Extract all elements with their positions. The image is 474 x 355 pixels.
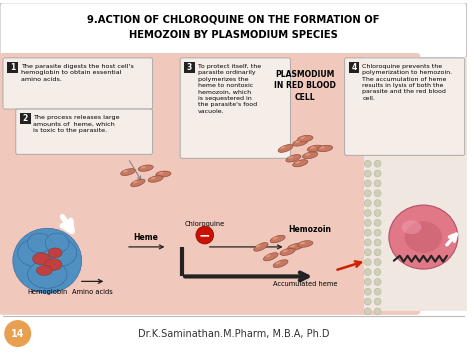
Ellipse shape [365, 308, 371, 315]
Text: Hemozoin: Hemozoin [289, 225, 332, 234]
Ellipse shape [365, 190, 371, 197]
Text: Chloroquine prevents the
polymerization to hemozoin.
The accumulation of heme
re: Chloroquine prevents the polymerization … [362, 64, 453, 101]
Ellipse shape [283, 250, 287, 252]
Ellipse shape [401, 220, 421, 234]
Ellipse shape [365, 170, 371, 177]
Text: Heme: Heme [133, 233, 158, 241]
Ellipse shape [156, 171, 171, 177]
Ellipse shape [273, 260, 288, 268]
Ellipse shape [273, 237, 278, 240]
Text: PLASMODIUM
IN RED BLOOD
CELL: PLASMODIUM IN RED BLOOD CELL [274, 70, 336, 102]
Ellipse shape [365, 200, 371, 207]
Ellipse shape [295, 141, 300, 143]
Ellipse shape [293, 139, 308, 146]
Ellipse shape [275, 261, 281, 264]
Text: 2: 2 [22, 114, 28, 123]
Ellipse shape [295, 161, 300, 164]
Text: −: − [199, 228, 210, 242]
Ellipse shape [280, 248, 295, 255]
Ellipse shape [365, 249, 371, 256]
Ellipse shape [278, 144, 293, 152]
Ellipse shape [302, 152, 318, 159]
Ellipse shape [365, 269, 371, 275]
Ellipse shape [131, 179, 145, 187]
Ellipse shape [288, 156, 293, 159]
FancyBboxPatch shape [0, 53, 420, 315]
Ellipse shape [374, 219, 381, 226]
Ellipse shape [290, 245, 295, 247]
Ellipse shape [365, 288, 371, 295]
Bar [348, 62, 359, 73]
Ellipse shape [374, 209, 381, 217]
Bar [365, 57, 467, 311]
Ellipse shape [389, 205, 458, 269]
Ellipse shape [300, 137, 305, 139]
Ellipse shape [374, 160, 381, 167]
FancyBboxPatch shape [180, 58, 291, 158]
Ellipse shape [293, 160, 308, 167]
Ellipse shape [158, 172, 164, 174]
Bar [7, 62, 18, 73]
Ellipse shape [320, 147, 325, 149]
Ellipse shape [365, 209, 371, 217]
Ellipse shape [365, 298, 371, 305]
Ellipse shape [365, 219, 371, 226]
Ellipse shape [305, 153, 310, 156]
Ellipse shape [264, 253, 278, 261]
FancyBboxPatch shape [345, 58, 465, 155]
Ellipse shape [365, 229, 371, 236]
Text: 1: 1 [9, 63, 15, 72]
Ellipse shape [13, 228, 82, 293]
Ellipse shape [254, 242, 268, 251]
Ellipse shape [310, 146, 315, 149]
Ellipse shape [374, 200, 381, 207]
Ellipse shape [141, 166, 146, 168]
Ellipse shape [148, 176, 163, 182]
Ellipse shape [374, 180, 381, 187]
Ellipse shape [33, 253, 50, 264]
Ellipse shape [18, 239, 53, 267]
Ellipse shape [374, 298, 381, 305]
Circle shape [196, 226, 214, 244]
Bar [20, 113, 30, 124]
Ellipse shape [44, 259, 62, 271]
Ellipse shape [374, 190, 381, 197]
FancyBboxPatch shape [16, 109, 153, 154]
Ellipse shape [365, 259, 371, 266]
Ellipse shape [307, 145, 323, 152]
Ellipse shape [36, 266, 52, 275]
Ellipse shape [46, 233, 69, 253]
Text: To protect itself, the
parasite ordinarily
polymerizes the
heme to nontoxic
hemo: To protect itself, the parasite ordinari… [198, 64, 261, 114]
Ellipse shape [374, 229, 381, 236]
Ellipse shape [286, 154, 301, 162]
Ellipse shape [27, 233, 51, 253]
FancyBboxPatch shape [0, 3, 467, 58]
Text: 4: 4 [351, 63, 356, 72]
Ellipse shape [374, 170, 381, 177]
Text: 3: 3 [187, 63, 192, 72]
Ellipse shape [317, 145, 333, 152]
Ellipse shape [41, 239, 77, 267]
Ellipse shape [281, 146, 285, 149]
Ellipse shape [365, 180, 371, 187]
Text: 9.ACTION OF CHLOROQUINE ON THE FORMATION OF: 9.ACTION OF CHLOROQUINE ON THE FORMATION… [87, 15, 380, 24]
Ellipse shape [374, 308, 381, 315]
Circle shape [5, 321, 30, 346]
Ellipse shape [133, 181, 138, 184]
Ellipse shape [266, 255, 271, 257]
Text: Amino acids: Amino acids [72, 289, 113, 295]
Ellipse shape [256, 245, 261, 247]
Text: The process releases large
amounts of  heme, which
is toxic to the parasite.: The process releases large amounts of he… [34, 115, 120, 133]
FancyBboxPatch shape [3, 58, 153, 109]
Ellipse shape [374, 249, 381, 256]
Ellipse shape [270, 235, 285, 243]
Ellipse shape [288, 244, 303, 250]
Ellipse shape [138, 165, 153, 171]
Ellipse shape [48, 248, 62, 258]
Text: The parasite digests the host cell's
hemoglobin to obtain essential
amino acids.: The parasite digests the host cell's hem… [21, 64, 134, 82]
Ellipse shape [365, 160, 371, 167]
Ellipse shape [374, 288, 381, 295]
Ellipse shape [374, 259, 381, 266]
Text: Hemoglobin: Hemoglobin [27, 289, 67, 295]
